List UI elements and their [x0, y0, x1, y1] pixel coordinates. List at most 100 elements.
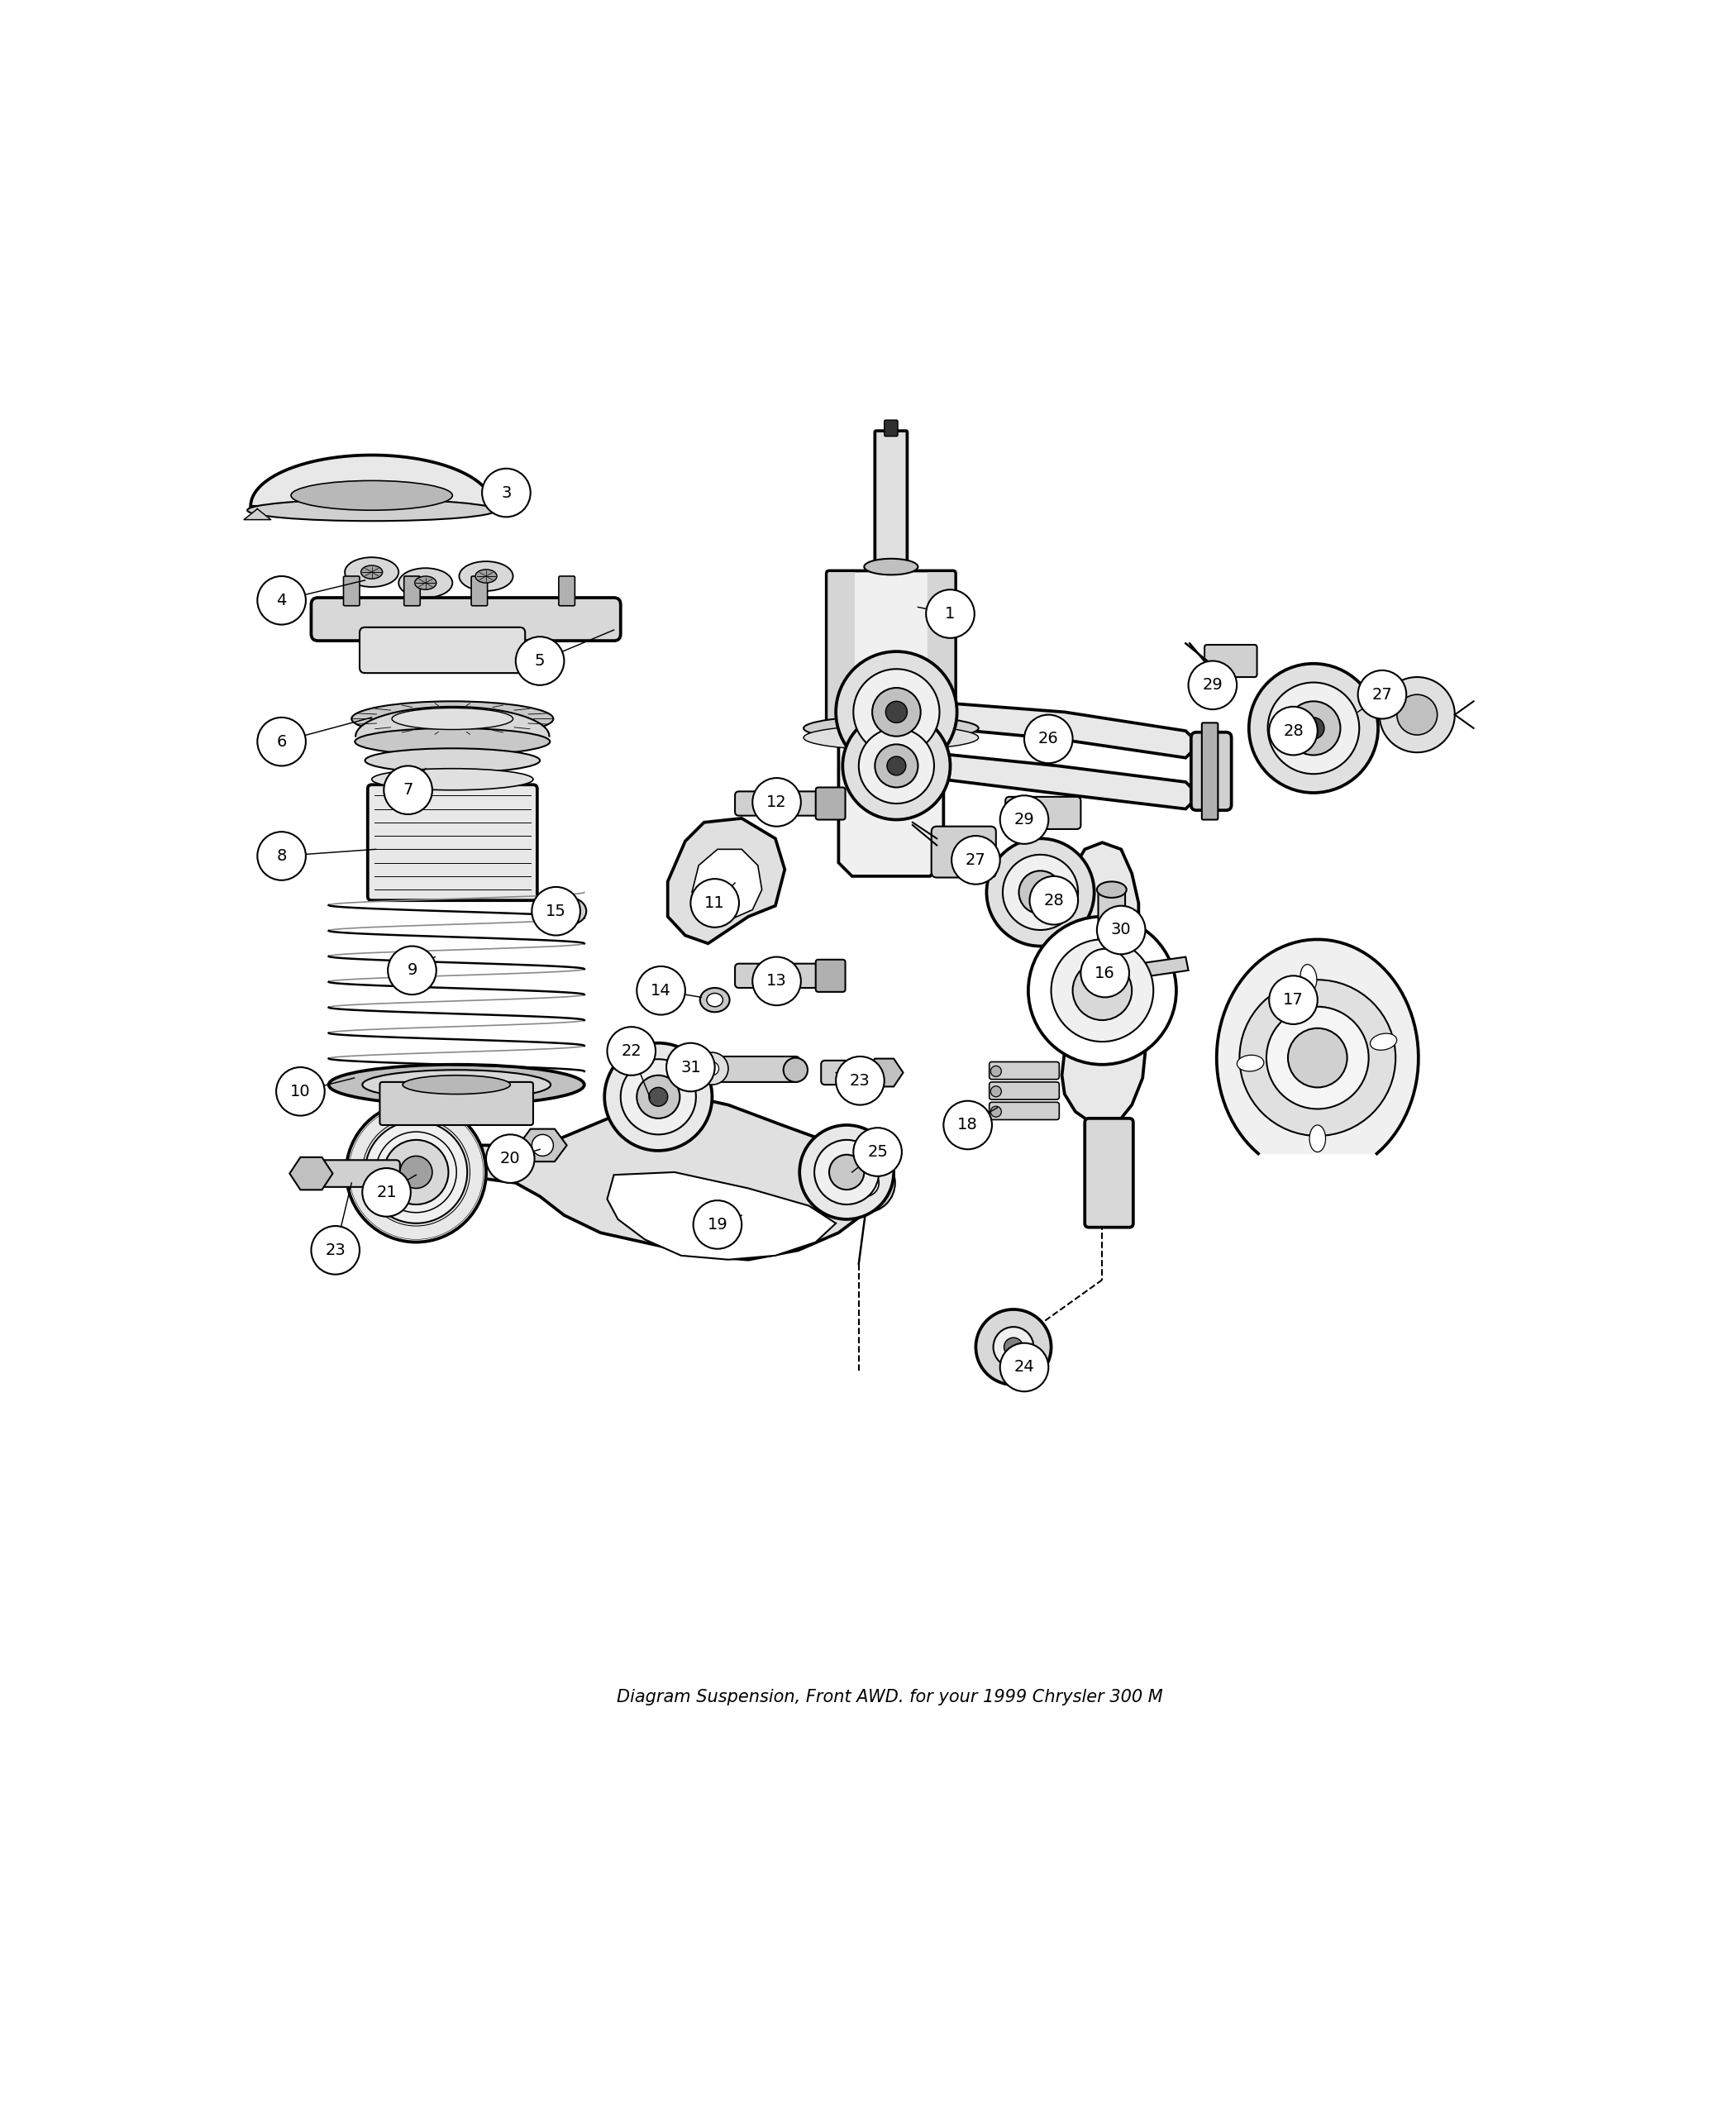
- Circle shape: [637, 965, 686, 1014]
- Circle shape: [854, 1128, 901, 1176]
- Circle shape: [925, 590, 974, 639]
- Text: 7: 7: [403, 782, 413, 799]
- Circle shape: [1000, 1343, 1049, 1391]
- Polygon shape: [903, 750, 1200, 809]
- Circle shape: [705, 1062, 719, 1075]
- Ellipse shape: [804, 725, 979, 750]
- Text: 16: 16: [1095, 965, 1115, 980]
- FancyBboxPatch shape: [821, 1060, 889, 1086]
- FancyBboxPatch shape: [368, 784, 536, 900]
- Polygon shape: [866, 1058, 903, 1086]
- Ellipse shape: [476, 569, 496, 584]
- Circle shape: [1029, 877, 1078, 925]
- Circle shape: [1033, 883, 1049, 900]
- Text: 23: 23: [325, 1242, 345, 1258]
- Circle shape: [752, 778, 800, 826]
- Circle shape: [830, 1155, 865, 1189]
- Circle shape: [842, 713, 950, 820]
- Circle shape: [311, 1227, 359, 1275]
- Polygon shape: [243, 508, 271, 521]
- Circle shape: [486, 1134, 535, 1183]
- Circle shape: [399, 1155, 432, 1189]
- Text: 26: 26: [1038, 731, 1059, 746]
- Polygon shape: [693, 850, 762, 919]
- FancyBboxPatch shape: [359, 628, 524, 672]
- Circle shape: [859, 727, 934, 803]
- FancyBboxPatch shape: [884, 419, 898, 436]
- FancyBboxPatch shape: [380, 1081, 533, 1126]
- Text: 18: 18: [958, 1117, 977, 1132]
- Ellipse shape: [804, 717, 979, 740]
- Ellipse shape: [372, 769, 533, 790]
- Circle shape: [1269, 976, 1318, 1024]
- FancyBboxPatch shape: [404, 575, 420, 605]
- Polygon shape: [1217, 940, 1418, 1153]
- Circle shape: [1028, 917, 1177, 1065]
- Circle shape: [1267, 683, 1359, 774]
- FancyBboxPatch shape: [470, 575, 488, 605]
- Polygon shape: [519, 1130, 568, 1162]
- FancyBboxPatch shape: [559, 575, 575, 605]
- Circle shape: [1097, 906, 1146, 955]
- Text: 11: 11: [705, 896, 726, 911]
- Text: Diagram Suspension, Front AWD. for your 1999 Chrysler 300 M: Diagram Suspension, Front AWD. for your …: [616, 1689, 1163, 1705]
- Text: 30: 30: [1111, 921, 1132, 938]
- Text: 15: 15: [545, 904, 566, 919]
- Circle shape: [384, 765, 432, 814]
- FancyBboxPatch shape: [684, 1056, 800, 1081]
- Ellipse shape: [552, 898, 587, 925]
- Circle shape: [696, 1052, 729, 1086]
- Circle shape: [986, 839, 1094, 946]
- FancyBboxPatch shape: [304, 1159, 399, 1187]
- FancyBboxPatch shape: [826, 571, 955, 731]
- Circle shape: [604, 1043, 712, 1151]
- Circle shape: [621, 1058, 696, 1134]
- Circle shape: [1189, 662, 1236, 710]
- Ellipse shape: [458, 561, 514, 590]
- Circle shape: [691, 879, 740, 928]
- Polygon shape: [290, 1157, 333, 1189]
- Ellipse shape: [363, 1071, 550, 1100]
- Polygon shape: [1139, 957, 1189, 978]
- Circle shape: [976, 1309, 1050, 1385]
- Circle shape: [1019, 871, 1062, 915]
- Ellipse shape: [415, 575, 436, 590]
- Circle shape: [887, 757, 906, 776]
- Circle shape: [276, 1067, 325, 1115]
- FancyBboxPatch shape: [932, 826, 996, 877]
- Circle shape: [384, 1140, 448, 1204]
- Text: 5: 5: [535, 653, 545, 668]
- Circle shape: [1286, 702, 1340, 755]
- Circle shape: [1003, 854, 1078, 930]
- Text: 24: 24: [1014, 1360, 1035, 1374]
- Text: 13: 13: [767, 974, 786, 989]
- Text: 8: 8: [276, 847, 286, 864]
- Text: 22: 22: [621, 1043, 642, 1058]
- Circle shape: [1269, 706, 1318, 755]
- Circle shape: [800, 1126, 894, 1218]
- Ellipse shape: [351, 702, 554, 736]
- Ellipse shape: [1238, 1056, 1264, 1071]
- Ellipse shape: [403, 1075, 510, 1094]
- Ellipse shape: [991, 1067, 1002, 1077]
- Text: 27: 27: [965, 852, 986, 868]
- FancyBboxPatch shape: [828, 571, 854, 729]
- Text: 14: 14: [651, 982, 672, 999]
- Ellipse shape: [991, 1086, 1002, 1096]
- Circle shape: [1050, 940, 1153, 1041]
- Text: 31: 31: [681, 1060, 701, 1075]
- Ellipse shape: [365, 748, 540, 774]
- Ellipse shape: [700, 989, 729, 1012]
- Circle shape: [885, 702, 908, 723]
- Circle shape: [1288, 1029, 1347, 1088]
- Circle shape: [637, 1075, 681, 1119]
- FancyBboxPatch shape: [1191, 731, 1231, 809]
- Polygon shape: [838, 727, 944, 877]
- FancyBboxPatch shape: [990, 1081, 1059, 1100]
- Circle shape: [516, 637, 564, 685]
- Ellipse shape: [783, 1058, 807, 1081]
- Ellipse shape: [1097, 881, 1127, 898]
- FancyBboxPatch shape: [990, 1102, 1059, 1119]
- Text: 29: 29: [1203, 677, 1222, 694]
- Ellipse shape: [292, 481, 453, 510]
